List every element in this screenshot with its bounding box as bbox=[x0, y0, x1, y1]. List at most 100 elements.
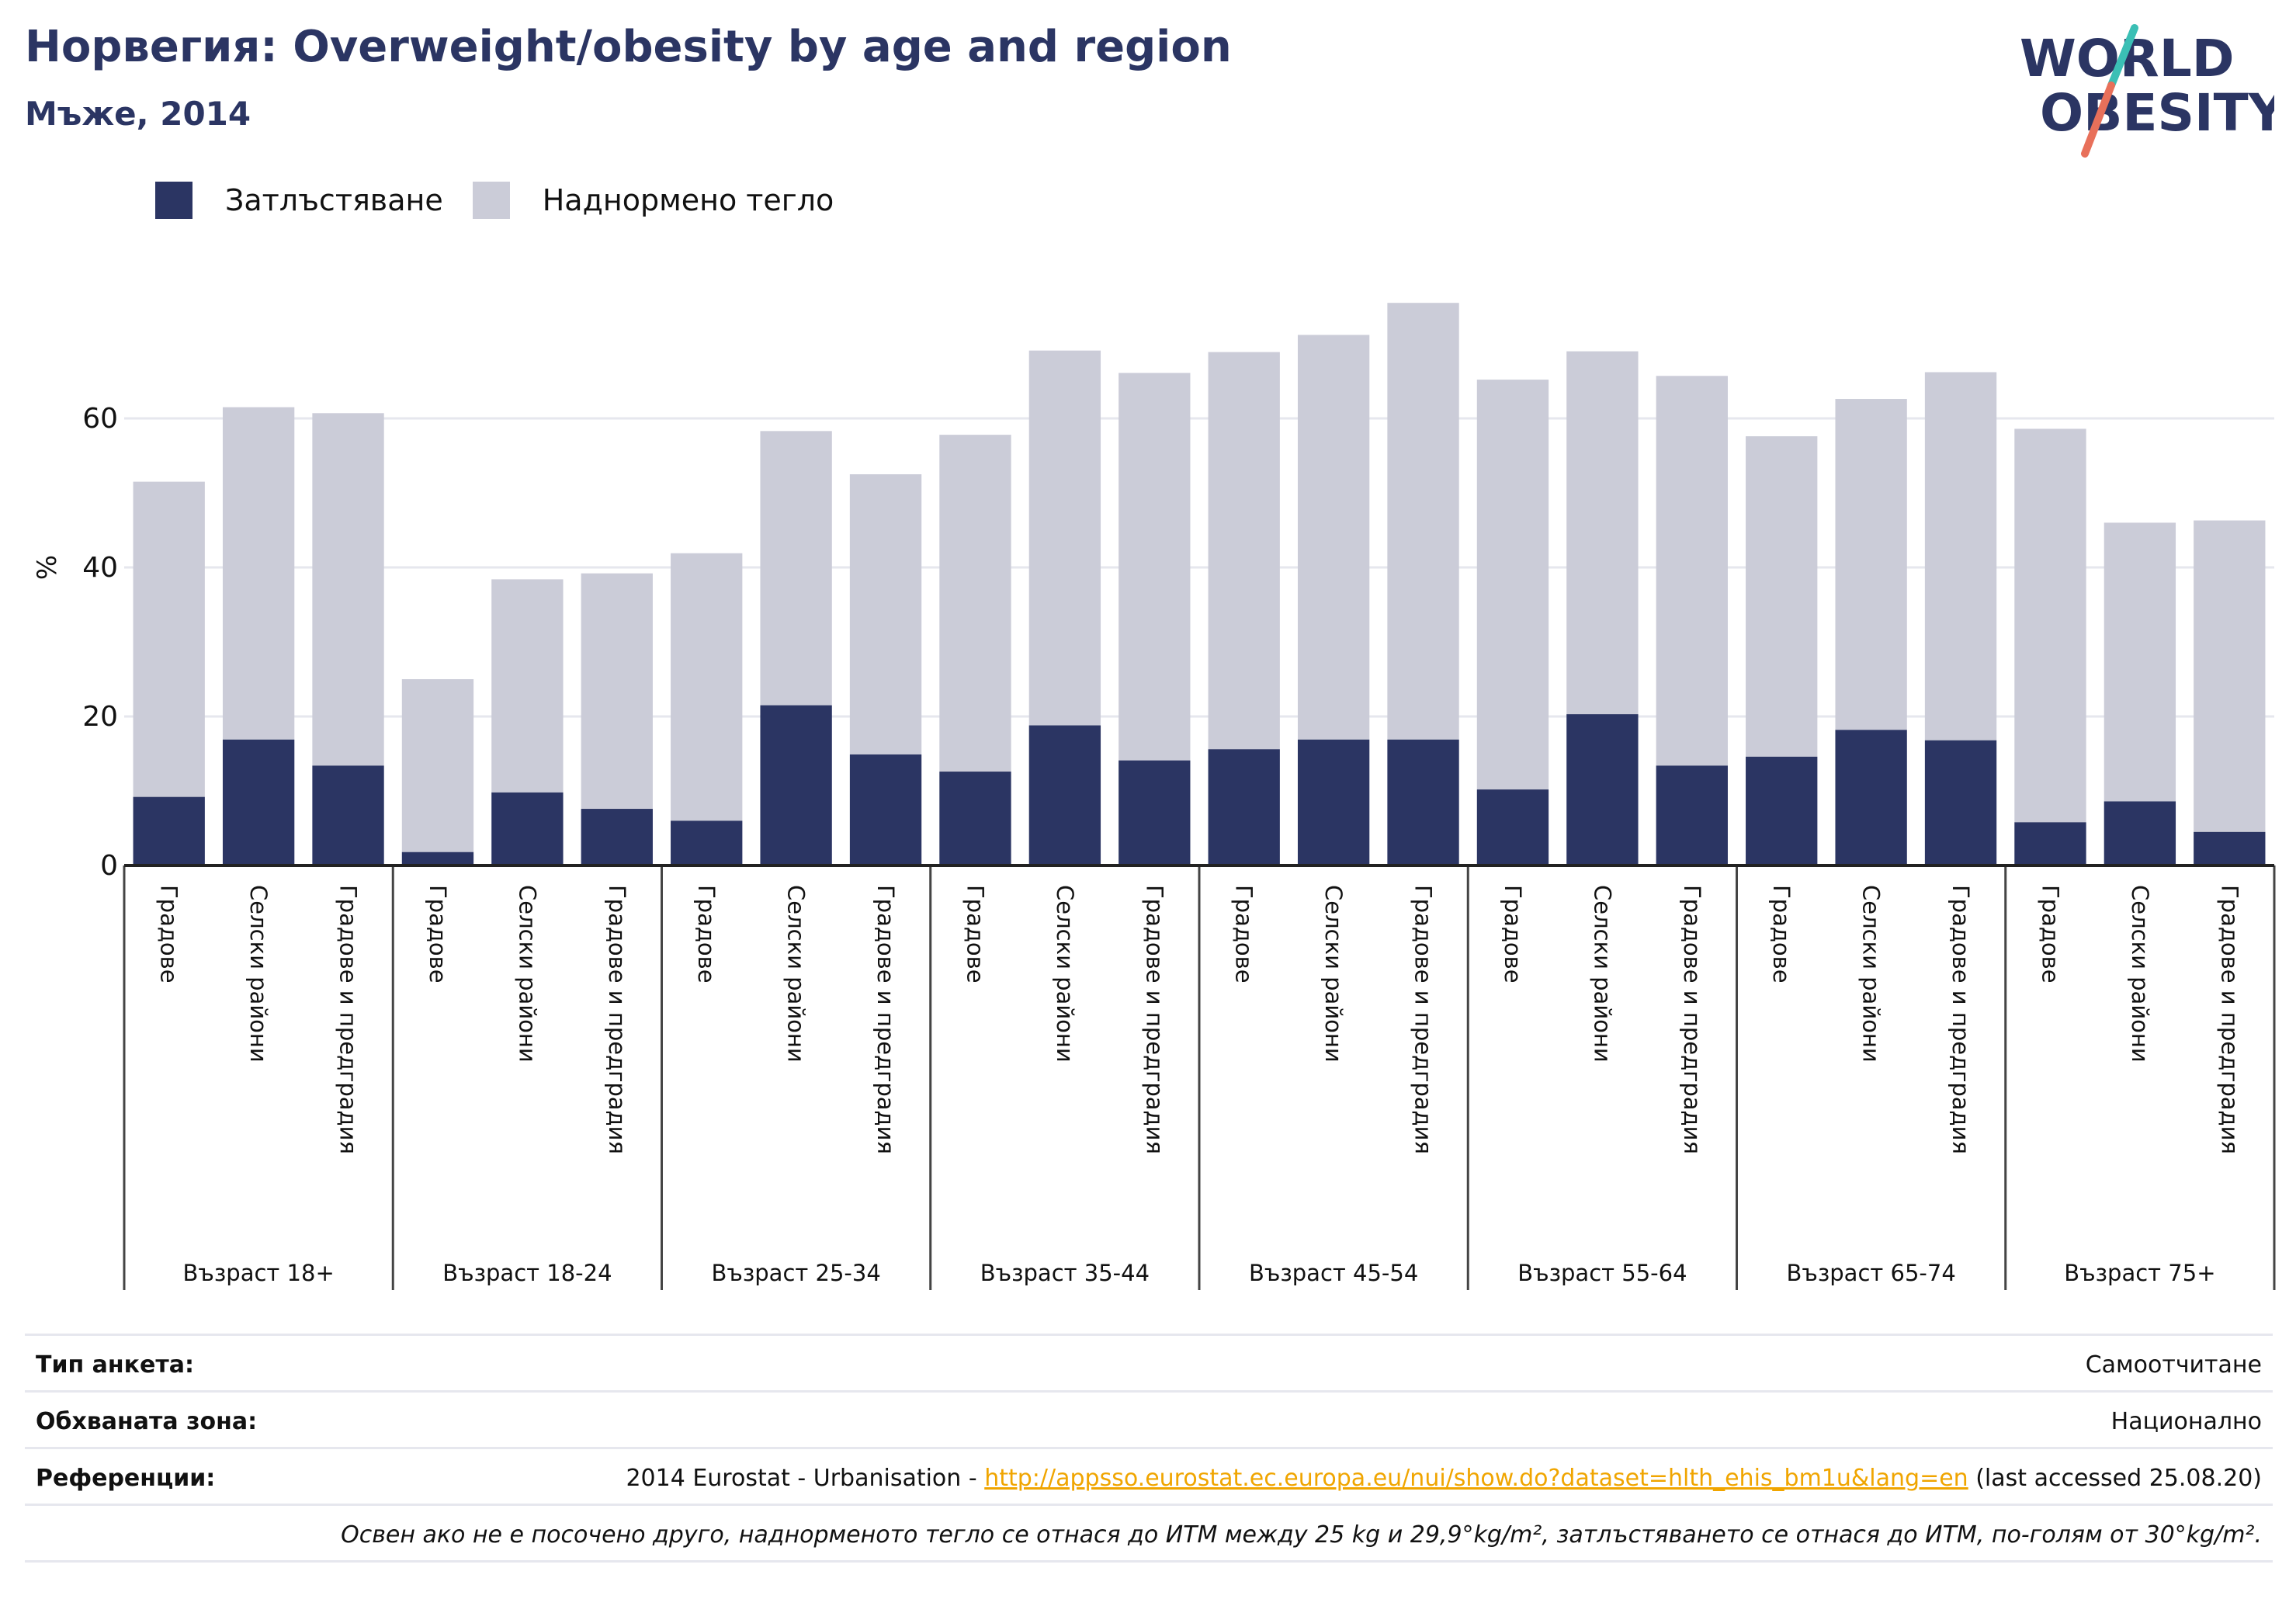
info-table: Тип анкета: Самоотчитане Обхваната зона:… bbox=[25, 1334, 2273, 1563]
info-row-references: Референции: 2014 Eurostat - Urbanisation… bbox=[25, 1449, 2273, 1506]
survey-type-label: Тип анкета: bbox=[36, 1351, 194, 1379]
bar-overweight bbox=[760, 431, 832, 706]
bar-overweight bbox=[2194, 520, 2266, 832]
x-category-label: Селски райони bbox=[2127, 885, 2153, 1063]
bar-obesity bbox=[1656, 765, 1728, 865]
x-category-label: Градове и предградия bbox=[872, 885, 899, 1154]
x-category-label: Градове и предградия bbox=[2216, 885, 2242, 1154]
bar-obesity bbox=[133, 796, 205, 865]
reference-suffix: (last accessed 25.08.20) bbox=[1968, 1465, 2262, 1492]
bar-overweight bbox=[1476, 380, 1549, 790]
definition-note: Освен ако не е посочено друго, наднормен… bbox=[341, 1521, 2262, 1549]
bar-obesity bbox=[2014, 822, 2086, 865]
x-category-label: Градове и предградия bbox=[1410, 885, 1437, 1154]
legend-item-overweight[interactable]: Наднормено тегло bbox=[472, 182, 834, 219]
bar-obesity bbox=[1746, 756, 1818, 865]
legend-item-obesity[interactable]: Затлъстяване bbox=[155, 182, 443, 219]
y-tick-label: 20 bbox=[82, 701, 118, 733]
bar-obesity bbox=[1835, 730, 1907, 865]
bar-obesity bbox=[222, 739, 295, 865]
bar-obesity bbox=[2104, 801, 2176, 865]
x-category-label: Градове bbox=[425, 885, 451, 983]
page-title: Норвегия: Overweight/obesity by age and … bbox=[25, 22, 1232, 72]
x-group-label: Възраст 55-64 bbox=[1517, 1260, 1687, 1286]
bar-obesity bbox=[671, 820, 743, 865]
bar-overweight bbox=[2104, 522, 2176, 802]
y-tick-label: 40 bbox=[82, 552, 118, 584]
bar-overweight bbox=[312, 413, 384, 766]
bar-obesity bbox=[581, 809, 653, 865]
x-group-label: Възраст 35-44 bbox=[980, 1260, 1150, 1286]
bar-overweight bbox=[491, 579, 564, 793]
bar-overweight bbox=[1387, 303, 1459, 740]
bar-overweight bbox=[849, 474, 922, 754]
bar-obesity bbox=[939, 772, 1011, 865]
legend-swatch-obesity bbox=[155, 182, 192, 219]
bar-obesity bbox=[491, 792, 564, 865]
logo-slash-coral bbox=[2081, 82, 2115, 158]
bar-overweight bbox=[1924, 372, 1997, 741]
area-value: Национално bbox=[2110, 1408, 2262, 1435]
bar-obesity bbox=[1208, 749, 1280, 865]
x-category-label: Градове bbox=[1231, 885, 1257, 983]
references-label: Референции: bbox=[36, 1465, 216, 1492]
legend-label-obesity: Затлъстяване bbox=[225, 183, 443, 217]
legend-label-overweight: Наднормено тегло bbox=[542, 183, 834, 217]
x-category-label: Градове bbox=[1768, 885, 1795, 983]
x-category-label: Градове bbox=[156, 885, 182, 983]
bar-overweight bbox=[1746, 436, 1818, 757]
bar-obesity bbox=[1924, 740, 1997, 865]
x-group-label: Възраст 75+ bbox=[2064, 1260, 2215, 1286]
y-axis-label: % bbox=[32, 555, 63, 580]
world-obesity-logo: WORLD OBESITY bbox=[2020, 24, 2274, 158]
bar-obesity bbox=[2194, 831, 2266, 865]
logo-obesity-text: OBESITY bbox=[2040, 83, 2274, 143]
x-group-label: Възраст 18+ bbox=[183, 1260, 335, 1286]
bar-overweight bbox=[133, 481, 205, 797]
x-category-label: Градове и предградия bbox=[1947, 885, 1974, 1154]
legend-swatch-overweight bbox=[472, 182, 510, 219]
bar-overweight bbox=[1656, 376, 1728, 766]
x-category-label: Селски райони bbox=[514, 885, 540, 1063]
bar-obesity bbox=[1566, 714, 1639, 865]
bar-overweight bbox=[1119, 373, 1191, 761]
x-group-label: Възраст 45-54 bbox=[1249, 1260, 1418, 1286]
x-category-label: Градове и предградия bbox=[604, 885, 630, 1154]
bar-overweight bbox=[1566, 351, 1639, 715]
info-row-area: Обхваната зона: Национално bbox=[25, 1393, 2273, 1449]
bar-obesity bbox=[1387, 739, 1459, 865]
bar-overweight bbox=[1208, 352, 1280, 750]
logo-slash-teal bbox=[2107, 24, 2138, 89]
x-category-label: Градове и предградия bbox=[335, 885, 362, 1154]
bar-obesity bbox=[760, 705, 832, 865]
legend: Затлъстяване Наднормено тегло bbox=[155, 179, 863, 222]
x-category-label: Селски райони bbox=[1589, 885, 1615, 1063]
bar-overweight bbox=[1028, 350, 1101, 726]
survey-type-value: Самоотчитане bbox=[2085, 1351, 2262, 1379]
reference-link[interactable]: http://appsso.eurostat.ec.europa.eu/nui/… bbox=[984, 1465, 1968, 1492]
x-category-label: Градове bbox=[962, 885, 988, 983]
x-category-label: Градове bbox=[1500, 885, 1526, 983]
bar-obesity bbox=[1119, 760, 1191, 865]
x-category-label: Селски райони bbox=[783, 885, 810, 1063]
x-category-label: Селски райони bbox=[1052, 885, 1078, 1063]
bar-overweight bbox=[939, 435, 1011, 772]
bar-obesity bbox=[1297, 739, 1370, 865]
bar-obesity bbox=[849, 754, 922, 865]
bar-overweight bbox=[671, 553, 743, 821]
area-label: Обхваната зона: bbox=[36, 1408, 258, 1435]
x-group-label: Възраст 18-24 bbox=[442, 1260, 612, 1286]
x-category-label: Селски райони bbox=[1858, 885, 1885, 1063]
bar-overweight bbox=[2014, 428, 2086, 823]
x-group-label: Възраст 65-74 bbox=[1786, 1260, 1955, 1286]
bar-obesity bbox=[1028, 725, 1101, 865]
bar-overweight bbox=[581, 573, 653, 810]
y-tick-label: 0 bbox=[100, 850, 118, 882]
x-category-label: Градове и предградия bbox=[1141, 885, 1167, 1154]
bar-overweight bbox=[1297, 335, 1370, 740]
bar-overweight bbox=[1835, 399, 1907, 730]
info-row-survey: Тип анкета: Самоотчитане bbox=[25, 1334, 2273, 1393]
x-category-label: Градове bbox=[2037, 885, 2063, 983]
stacked-bar-chart: 0 20 40 60% Градове Селски райони Градове и пр… bbox=[32, 303, 2276, 1290]
bar-overweight bbox=[401, 679, 474, 852]
